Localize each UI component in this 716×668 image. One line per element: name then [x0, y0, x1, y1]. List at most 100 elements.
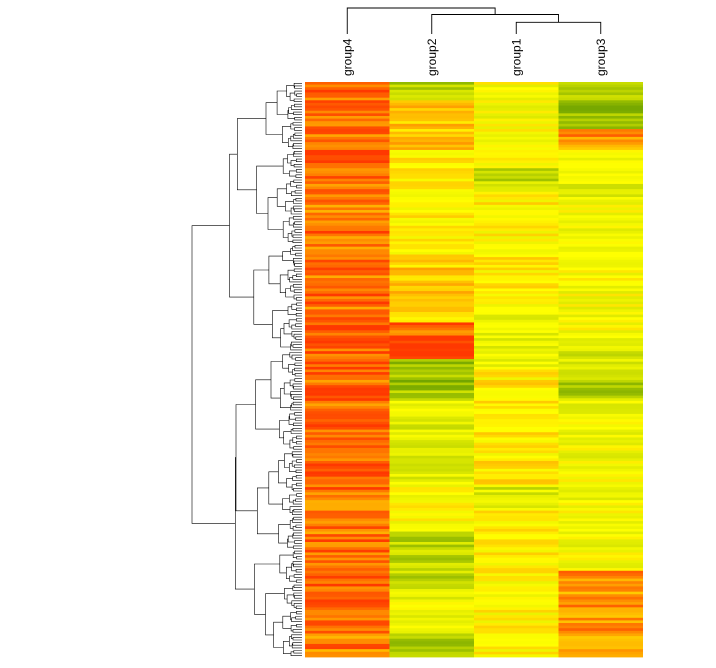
heatmap-cell: [558, 565, 643, 569]
heatmap-cell: [558, 157, 643, 161]
heatmap-cell: [558, 306, 643, 310]
heatmap-cell: [558, 539, 643, 543]
heatmap-cell: [558, 481, 643, 485]
heatmap-cell: [558, 508, 643, 512]
heatmap-cell: [474, 612, 559, 616]
heatmap-cell: [389, 298, 474, 302]
heatmap-cell: [305, 249, 390, 253]
heatmap-cell: [474, 568, 559, 572]
heatmap-cell: [305, 573, 390, 577]
heatmap-cell: [474, 447, 559, 451]
heatmap-cell: [305, 620, 390, 624]
heatmap-cell: [389, 215, 474, 219]
heatmap-cell: [474, 102, 559, 106]
heatmap-cell: [474, 298, 559, 302]
heatmap-cell: [389, 429, 474, 433]
heatmap-cell: [305, 534, 390, 538]
heatmap-cell: [558, 649, 643, 653]
heatmap-cell: [474, 322, 559, 326]
heatmap-cell: [558, 283, 643, 287]
heatmap-cell: [389, 447, 474, 451]
heatmap-cell: [305, 178, 390, 182]
heatmap-cell: [558, 356, 643, 360]
heatmap-cell: [389, 633, 474, 637]
heatmap-cell: [389, 330, 474, 334]
heatmap-cell: [474, 374, 559, 378]
heatmap-cell: [558, 393, 643, 397]
heatmap-cell: [474, 225, 559, 229]
heatmap-cell: [558, 131, 643, 135]
heatmap-cell: [474, 348, 559, 352]
heatmap-cell: [558, 630, 643, 634]
heatmap-cell: [474, 236, 559, 240]
heatmap-cell: [558, 165, 643, 169]
heatmap-cell: [305, 636, 390, 640]
heatmap-cell: [558, 468, 643, 472]
heatmap-cell: [558, 531, 643, 535]
heatmap-cell: [558, 487, 643, 491]
heatmap-cell: [474, 562, 559, 566]
heatmap-cell: [389, 413, 474, 417]
heatmap-cell: [474, 345, 559, 349]
heatmap-cell: [305, 332, 390, 336]
heatmap-cell: [474, 385, 559, 389]
heatmap-cell: [305, 173, 390, 177]
heatmap-cell: [558, 489, 643, 493]
heatmap-cell: [474, 312, 559, 316]
heatmap-cell: [305, 427, 390, 431]
heatmap-cell: [474, 636, 559, 640]
heatmap-cell: [305, 147, 390, 151]
heatmap-cell: [305, 424, 390, 428]
heatmap-cell: [474, 531, 559, 535]
heatmap-cell: [305, 455, 390, 459]
heatmap-cell: [305, 170, 390, 174]
heatmap-cell: [305, 633, 390, 637]
heatmap-cell: [558, 617, 643, 621]
heatmap-cell: [558, 421, 643, 425]
row-dendrogram-branches: [191, 83, 302, 656]
heatmap-cell: [305, 359, 390, 363]
heatmap-cell: [558, 160, 643, 164]
heatmap-cell: [558, 646, 643, 650]
heatmap-cell: [389, 233, 474, 237]
heatmap-cell: [558, 609, 643, 613]
heatmap-cell: [305, 369, 390, 373]
heatmap-cell: [558, 108, 643, 112]
heatmap-cell: [474, 500, 559, 504]
heatmap-cell: [305, 562, 390, 566]
heatmap-cell: [474, 625, 559, 629]
heatmap-cell: [474, 460, 559, 464]
heatmap-cell: [305, 325, 390, 329]
heatmap-cell: [474, 369, 559, 373]
heatmap-cell: [305, 275, 390, 279]
heatmap-cell: [558, 638, 643, 642]
heatmap-cell: [474, 421, 559, 425]
heatmap-cell: [389, 539, 474, 543]
heatmap-cell: [474, 301, 559, 305]
heatmap-cell: [474, 149, 559, 153]
heatmap-cell: [474, 272, 559, 276]
heatmap-cell: [305, 191, 390, 195]
row-dendrogram: [191, 83, 302, 656]
heatmap-cell: [474, 123, 559, 127]
heatmap-cell: [558, 604, 643, 608]
heatmap-cell: [305, 217, 390, 221]
heatmap-cell: [305, 278, 390, 282]
heatmap-cell: [558, 528, 643, 532]
heatmap-cell: [474, 505, 559, 509]
heatmap-cell: [305, 121, 390, 125]
heatmap-cell: [389, 123, 474, 127]
heatmap-cell: [474, 497, 559, 501]
heatmap-cell: [474, 288, 559, 292]
heatmap-cell: [389, 440, 474, 444]
heatmap-cell: [558, 364, 643, 368]
heatmap-cell: [558, 594, 643, 598]
heatmap-cell: [558, 466, 643, 470]
heatmap-cell: [474, 536, 559, 540]
heatmap-cell: [558, 351, 643, 355]
heatmap-cell: [305, 481, 390, 485]
heatmap-cell: [558, 199, 643, 203]
heatmap-cell: [558, 424, 643, 428]
heatmap-cell: [558, 374, 643, 378]
heatmap-cell: [389, 536, 474, 540]
